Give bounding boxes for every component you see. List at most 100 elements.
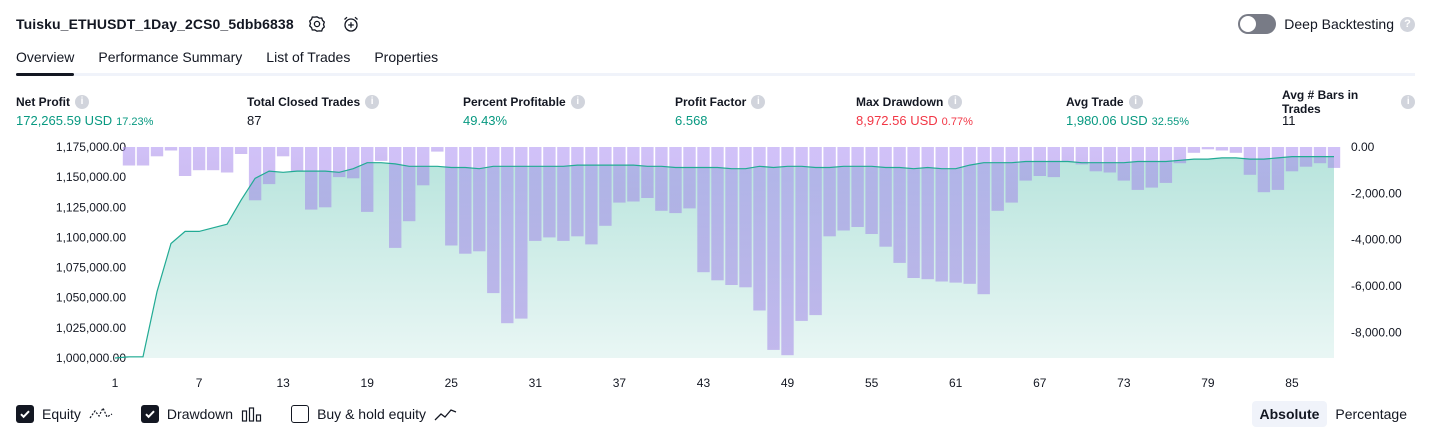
deep-backtesting-control: Deep Backtesting ? — [1238, 12, 1415, 36]
alarm-clock-add-icon[interactable] — [340, 13, 362, 35]
help-icon[interactable]: ? — [1400, 16, 1415, 32]
drawdown-bar — [248, 147, 262, 201]
drawdown-bar — [319, 147, 332, 208]
drawdown-bar — [949, 147, 962, 283]
stat-total-closed-trades: Total Closed Trades i 87 — [247, 94, 380, 128]
drawdown-bar — [501, 147, 514, 324]
drawdown-bar — [935, 147, 948, 282]
equity-checkbox[interactable] — [16, 405, 34, 423]
drawdown-bar — [1019, 147, 1032, 181]
drawdown-bar — [305, 147, 318, 210]
buy-hold-checkbox[interactable] — [291, 405, 310, 423]
legend-equity[interactable]: Equity — [16, 405, 113, 423]
equity-line — [114, 156, 1334, 359]
stat-percent-profitable: Percent Profitable i 49.43% — [463, 94, 585, 128]
stat-label: Percent Profitable — [463, 94, 566, 109]
drawdown-bar — [865, 147, 878, 234]
x-axis-tick-label: 25 — [445, 376, 459, 390]
drawdown-bar — [1075, 147, 1088, 165]
drawdown-bar — [473, 147, 486, 252]
left-axis-tick-label: 1,050,000.00 — [56, 291, 126, 305]
drawdown-bar — [389, 147, 402, 248]
info-icon[interactable]: i — [75, 94, 89, 109]
drawdown-bar — [403, 147, 416, 222]
drawdown-bar — [795, 147, 808, 321]
strategy-title: Tuisku_ETHUSDT_1Day_2CS0_5dbb6838 — [16, 16, 294, 32]
drawdown-bar — [627, 147, 640, 202]
drawdown-bar — [445, 147, 458, 246]
drawdown-bar — [122, 147, 136, 166]
drawdown-bars — [122, 147, 1341, 356]
tab-bar: Overview Performance Summary List of Tra… — [16, 44, 1415, 76]
drawdown-bar — [192, 147, 206, 171]
stat-label: Total Closed Trades — [247, 94, 361, 109]
equity-drawdown-chart[interactable]: 1,175,000.00 1,150,000.00 1,125,000.00 1,10… — [0, 138, 1431, 396]
right-axis-tick-label: -8,000.00 — [1351, 325, 1402, 339]
header-bar: Tuisku_ETHUSDT_1Day_2CS0_5dbb6838 — [16, 12, 362, 36]
drawdown-bar — [1117, 147, 1130, 181]
left-axis-tick-label: 1,175,000.00 — [56, 140, 126, 154]
stat-avg-bars: Avg # Bars in Trades i 11 — [1282, 88, 1415, 128]
drawdown-bar — [893, 147, 906, 263]
drawdown-bar — [767, 147, 780, 350]
drawdown-bar — [487, 147, 500, 294]
stat-percent: 32.55% — [1151, 116, 1189, 128]
left-axis-tick-label: 1,125,000.00 — [56, 200, 126, 214]
drawdown-bar — [963, 147, 976, 284]
mode-percentage-button[interactable]: Percentage — [1335, 406, 1407, 422]
drawdown-bar — [1173, 147, 1187, 164]
drawdown-bar — [1187, 147, 1201, 153]
legend-drawdown[interactable]: Drawdown — [140, 405, 263, 423]
tab-list-of-trades[interactable]: List of Trades — [266, 49, 351, 65]
left-axis-tick-label: 1,100,000.00 — [56, 230, 126, 244]
drawdown-bar — [837, 147, 850, 231]
legend-buy-hold-label: Buy & hold equity — [317, 406, 427, 422]
stat-value: 8,972.56 USD — [856, 113, 938, 128]
stat-label: Avg # Bars in Trades — [1282, 87, 1359, 116]
x-axis-tick-label: 55 — [865, 376, 879, 390]
drawdown-bars-icon — [241, 406, 263, 422]
info-icon[interactable]: i — [1128, 94, 1143, 109]
mode-absolute-button[interactable]: Absolute — [1251, 401, 1328, 427]
stat-max-drawdown: Max Drawdown i 8,972.56 USD 0.77% — [856, 94, 973, 128]
drawdown-checkbox[interactable] — [140, 405, 159, 423]
drawdown-bar — [613, 147, 626, 203]
tab-properties[interactable]: Properties — [374, 49, 439, 65]
drawdown-bar — [361, 147, 374, 212]
stat-profit-factor: Profit Factor i 6.568 — [675, 94, 766, 128]
deep-backtesting-toggle[interactable] — [1238, 14, 1277, 34]
drawdown-bar — [459, 147, 472, 254]
tab-overview[interactable]: Overview — [16, 44, 75, 76]
stat-value: 6.568 — [675, 113, 708, 128]
drawdown-bar — [262, 147, 276, 185]
stat-value: 172,265.59 USD — [16, 113, 113, 128]
info-icon[interactable]: i — [948, 94, 963, 109]
tab-performance-summary[interactable]: Performance Summary — [98, 49, 243, 65]
drawdown-bar — [515, 147, 528, 319]
legend-buy-hold[interactable]: Buy & hold equity — [291, 405, 458, 423]
stat-label: Net Profit — [16, 94, 70, 109]
x-axis: 1 7 13 19 25 31 37 43 49 55 61 67 73 79 85 — [112, 376, 1299, 390]
x-axis-tick-label: 85 — [1285, 376, 1299, 390]
equity-area — [115, 156, 1334, 358]
stat-label: Avg Trade — [1066, 94, 1124, 109]
stat-value: 1,980.06 USD — [1066, 113, 1148, 128]
info-icon[interactable]: i — [751, 94, 766, 109]
drawdown-bar — [1061, 147, 1074, 163]
drawdown-bar — [669, 147, 682, 214]
drawdown-bar — [206, 147, 220, 171]
drawdown-bar — [543, 147, 556, 238]
info-icon[interactable]: i — [570, 94, 585, 109]
drawdown-bar — [347, 147, 360, 179]
settings-gear-icon[interactable] — [306, 13, 328, 35]
drawdown-bar — [1327, 147, 1341, 168]
x-axis-tick-label: 43 — [697, 376, 711, 390]
x-axis-tick-label: 79 — [1201, 376, 1215, 390]
drawdown-bar — [150, 147, 164, 157]
info-icon[interactable]: i — [365, 94, 380, 109]
drawdown-bar — [1145, 147, 1158, 188]
info-icon[interactable]: i — [1401, 94, 1415, 109]
left-axis: 1,175,000.00 1,150,000.00 1,125,000.00 1,10… — [56, 140, 126, 365]
stat-percent: 0.77% — [941, 116, 973, 128]
drawdown-bar — [178, 147, 192, 176]
